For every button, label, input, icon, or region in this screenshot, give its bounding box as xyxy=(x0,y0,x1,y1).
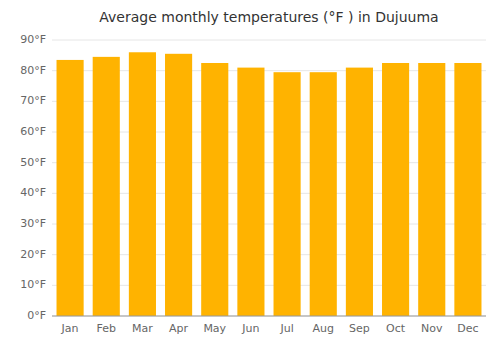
x-axis: Jan Feb Mar Apr May Jun Jul Aug Sep Oct Nov Dec xyxy=(61,322,479,335)
y-tick-label: 0°F xyxy=(27,309,46,322)
bar xyxy=(418,63,445,316)
bar xyxy=(237,68,264,316)
y-tick-label: 40°F xyxy=(20,186,46,199)
grid xyxy=(52,40,486,316)
x-tick-label: Jul xyxy=(279,322,293,335)
x-axis-line xyxy=(52,316,486,317)
bar xyxy=(454,63,481,316)
y-tick-label: 90°F xyxy=(20,33,46,46)
x-tick-label: Dec xyxy=(457,322,478,335)
bar xyxy=(57,60,84,316)
x-tick-label: Aug xyxy=(313,322,334,335)
bar xyxy=(310,72,337,316)
bar xyxy=(346,68,373,316)
x-tick-label: Nov xyxy=(421,322,443,335)
title: Average monthly temperatures (°F ) in Du… xyxy=(99,9,438,25)
chart-container: Average monthly temperatures (°F ) in Du… xyxy=(0,0,500,350)
bars xyxy=(57,52,482,316)
x-tick-label: Oct xyxy=(386,322,406,335)
bar xyxy=(382,63,409,316)
y-tick-label: 20°F xyxy=(20,248,46,261)
y-axis: 0°F 10°F 20°F 30°F 40°F 50°F 60°F 70°F 80°F 90°F xyxy=(20,33,46,322)
x-tick-label: Apr xyxy=(169,322,189,335)
grid-line xyxy=(52,40,486,41)
grid-line xyxy=(52,316,486,317)
bar xyxy=(201,63,228,316)
bar xyxy=(274,72,301,316)
y-tick-label: 50°F xyxy=(20,156,46,169)
x-tick-label: May xyxy=(203,322,226,335)
x-tick-label: Sep xyxy=(349,322,370,335)
bar xyxy=(129,52,156,316)
y-tick-label: 80°F xyxy=(20,64,46,77)
bar xyxy=(165,54,192,316)
x-tick-label: Jun xyxy=(241,322,259,335)
x-tick-label: Mar xyxy=(132,322,153,335)
y-tick-label: 70°F xyxy=(20,94,46,107)
chart-svg: Average monthly temperatures (°F ) in Du… xyxy=(0,0,500,350)
y-tick-label: 10°F xyxy=(20,278,46,291)
bar xyxy=(93,57,120,316)
y-tick-label: 30°F xyxy=(20,217,46,230)
x-tick-label: Feb xyxy=(97,322,116,335)
y-tick-label: 60°F xyxy=(20,125,46,138)
x-tick-label: Jan xyxy=(61,322,79,335)
